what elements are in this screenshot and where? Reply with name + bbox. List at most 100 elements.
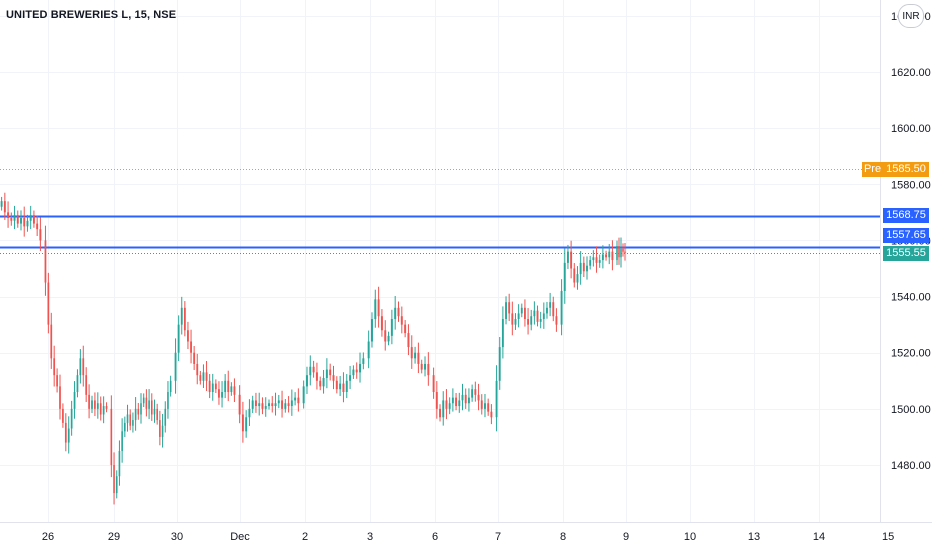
candle-body [325, 369, 328, 378]
time-tick-label: 8 [560, 531, 566, 543]
candle-up [546, 301, 548, 319]
candle-down [439, 404, 441, 422]
time-tick-label: 10 [684, 531, 696, 543]
candle-up [180, 296, 183, 335]
candle-up [589, 255, 592, 270]
candle-down [44, 225, 47, 296]
candle-body [435, 392, 438, 409]
candle-body [205, 372, 208, 381]
candle-body [10, 217, 13, 221]
price-tick-label: 1480.00 [891, 460, 931, 472]
candle-down [208, 374, 211, 399]
time-tick-label: 29 [108, 531, 120, 543]
candle-body [471, 389, 474, 398]
candle-up [322, 369, 325, 394]
candle-body [193, 352, 196, 364]
candle-up [414, 346, 417, 364]
candle-up [79, 349, 82, 384]
candle-body [329, 369, 332, 376]
candle-down [193, 345, 196, 371]
candle-body [261, 403, 264, 409]
candle-body [445, 400, 448, 409]
symbol-title: UNITED BREWERIES L, 15, NSE [6, 9, 177, 21]
candle-body [39, 229, 42, 241]
candle-body [349, 375, 352, 381]
candle-body [380, 316, 383, 331]
candle-body [50, 324, 53, 359]
candle-body [20, 217, 22, 224]
level-price-tag-2: 1557.65 [883, 228, 929, 243]
candle-down [156, 403, 158, 425]
candle-body [384, 330, 387, 342]
candle-up [174, 338, 177, 394]
candle-down [64, 413, 67, 452]
candle-up [448, 397, 451, 415]
candle-down [10, 212, 13, 226]
candle-body [397, 307, 400, 317]
candle-body [161, 425, 164, 437]
candle-body [480, 400, 483, 409]
candle-body [427, 363, 430, 376]
candle-body [190, 341, 192, 353]
candle-body [91, 400, 93, 409]
candle-down [400, 306, 403, 334]
candle-down [342, 372, 345, 403]
candle-body [202, 372, 205, 381]
candle-down [32, 210, 35, 228]
candle-up [67, 416, 70, 454]
candle-body [32, 215, 35, 224]
candle-down [85, 367, 88, 403]
candle-up [126, 404, 129, 432]
candle-body [167, 392, 169, 409]
candle-body [23, 217, 26, 227]
candle-up [284, 399, 287, 413]
time-axis[interactable]: 26 29 30 Dec 2 3 6 7 8 9 10 13 14 15 [42, 531, 894, 543]
candle-body [238, 394, 241, 415]
candle-down [605, 250, 608, 261]
candle-body [187, 330, 189, 342]
candle-down [508, 293, 511, 321]
candle-body [118, 450, 121, 477]
candle-body [552, 302, 555, 317]
candle-body [595, 257, 598, 263]
candle-body [424, 363, 427, 370]
candle-body [199, 375, 202, 381]
candle-body [159, 420, 161, 437]
candle-body [110, 408, 113, 465]
candle-body [254, 400, 257, 407]
candle-down [404, 320, 407, 338]
candle-up [576, 266, 579, 290]
pre-market-label: Pre [862, 162, 883, 177]
time-tick-label: 7 [495, 531, 501, 543]
candle-up [148, 389, 150, 420]
candle-body [132, 420, 134, 426]
candle-body [362, 358, 365, 364]
candle-up [533, 301, 536, 325]
candle-down [16, 210, 19, 228]
candle-down [377, 286, 380, 328]
candle-body [169, 380, 172, 393]
candle-up [0, 196, 3, 211]
candle-body [124, 422, 126, 432]
time-tick-label: 2 [302, 531, 308, 543]
candle-body [520, 307, 523, 314]
candle-up [142, 393, 145, 408]
candle-down [624, 243, 626, 261]
currency-badge[interactable]: INR [898, 4, 924, 28]
candle-down [335, 376, 338, 394]
candle-body [85, 375, 88, 395]
candle-body [264, 406, 267, 409]
candle-down [271, 396, 274, 413]
candle-body [586, 265, 588, 272]
candle-down [39, 217, 42, 252]
candle-down [145, 389, 148, 417]
candle-body [284, 403, 287, 409]
candle-down [355, 362, 358, 379]
candle-body [484, 403, 486, 409]
candle-down [205, 360, 208, 392]
candle-body [224, 380, 227, 393]
candle-body [274, 403, 277, 407]
candle-down [88, 384, 90, 419]
candle-body [96, 403, 99, 409]
